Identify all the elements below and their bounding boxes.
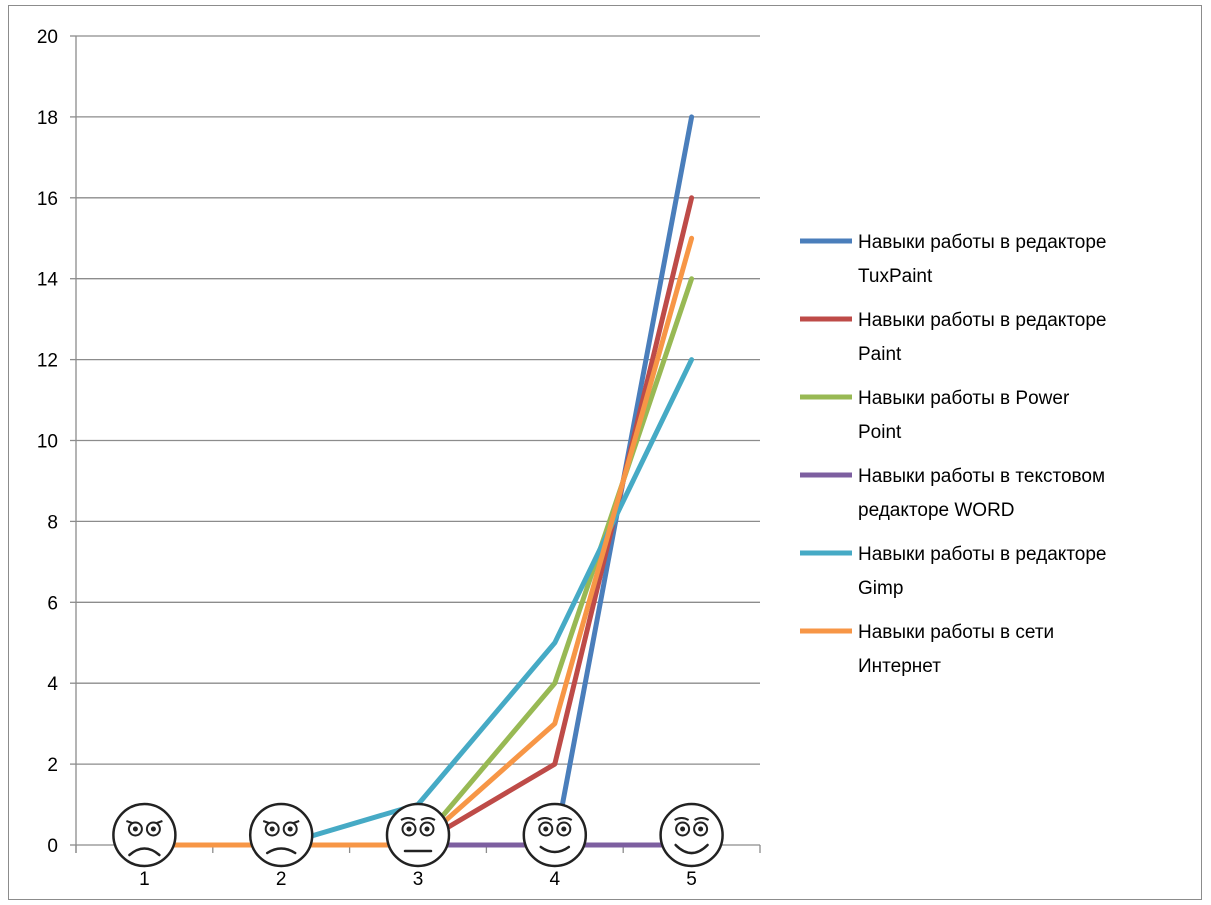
y-tick-label-18: 18 (37, 108, 58, 129)
y-axis-ticks: 0 2 4 6 8 10 12 14 16 18 20 (37, 27, 76, 857)
y-tick-label-6: 6 (47, 593, 58, 614)
face-happy-icon (659, 802, 724, 868)
legend-label-5-line-2: Gimp (858, 578, 903, 599)
x-tick-label-1: 1 (139, 869, 150, 890)
y-tick-label-4: 4 (47, 674, 58, 695)
legend-label-6-line-2: Интернет (858, 656, 941, 677)
legend-label-4-line-1: Навыки работы в текстовом (858, 466, 1105, 487)
x-tick-label-3: 3 (413, 869, 424, 890)
legend-label-3-line-2: Point (858, 422, 902, 443)
y-tick-label-16: 16 (37, 189, 58, 210)
legend-entry-1: Навыки работы в редакторе TuxPaint (800, 232, 1107, 287)
y-tick-label-8: 8 (47, 512, 58, 533)
legend-label-2-line-1: Навыки работы в редакторе (858, 310, 1107, 331)
legend-label-4-line-2: редакторе WORD (858, 500, 1015, 521)
y-tick-label-14: 14 (37, 270, 59, 291)
legend-label-6-line-1: Навыки работы в сети (858, 622, 1054, 643)
x-tick-label-5: 5 (686, 869, 697, 890)
grid-lines (76, 35, 760, 765)
face-neutral-icon (385, 802, 451, 868)
x-tick-label-2: 2 (276, 869, 287, 890)
legend-label-3-line-1: Навыки работы в Power (858, 388, 1070, 409)
x-tick-label-4: 4 (550, 869, 561, 890)
legend-entry-6: Навыки работы в сети Интернет (800, 622, 1054, 677)
legend-entry-4: Навыки работы в текстовом редакторе WORD (800, 466, 1105, 521)
legend-entry-5: Навыки работы в редакторе Gimp (800, 544, 1107, 599)
legend-label-1-line-2: TuxPaint (858, 266, 933, 287)
y-tick-label-10: 10 (37, 432, 58, 453)
face-very-sad-icon (112, 802, 177, 868)
axes (75, 36, 760, 853)
y-tick-label-12: 12 (37, 351, 58, 372)
face-slight-smile-icon (522, 802, 588, 868)
face-sad-icon (248, 802, 314, 868)
legend: Навыки работы в редактореTuxPaintНавыки … (800, 232, 1107, 677)
y-tick-label-0: 0 (47, 836, 58, 857)
y-tick-label-20: 20 (37, 27, 58, 48)
legend-label-2-line-2: Paint (858, 344, 902, 365)
legend-entry-2: Навыки работы в редакторе Paint (800, 310, 1107, 365)
series-lines (141, 114, 695, 848)
series-line-1 (141, 114, 695, 848)
chart-frame (8, 5, 1202, 900)
legend-entry-3: Навыки работы в Power Point (800, 388, 1070, 443)
legend-label-5-line-1: Навыки работы в редакторе (858, 544, 1107, 565)
smiley-markers (112, 802, 724, 868)
y-tick-label-2: 2 (47, 755, 58, 776)
legend-label-1-line-1: Навыки работы в редакторе (858, 232, 1107, 253)
